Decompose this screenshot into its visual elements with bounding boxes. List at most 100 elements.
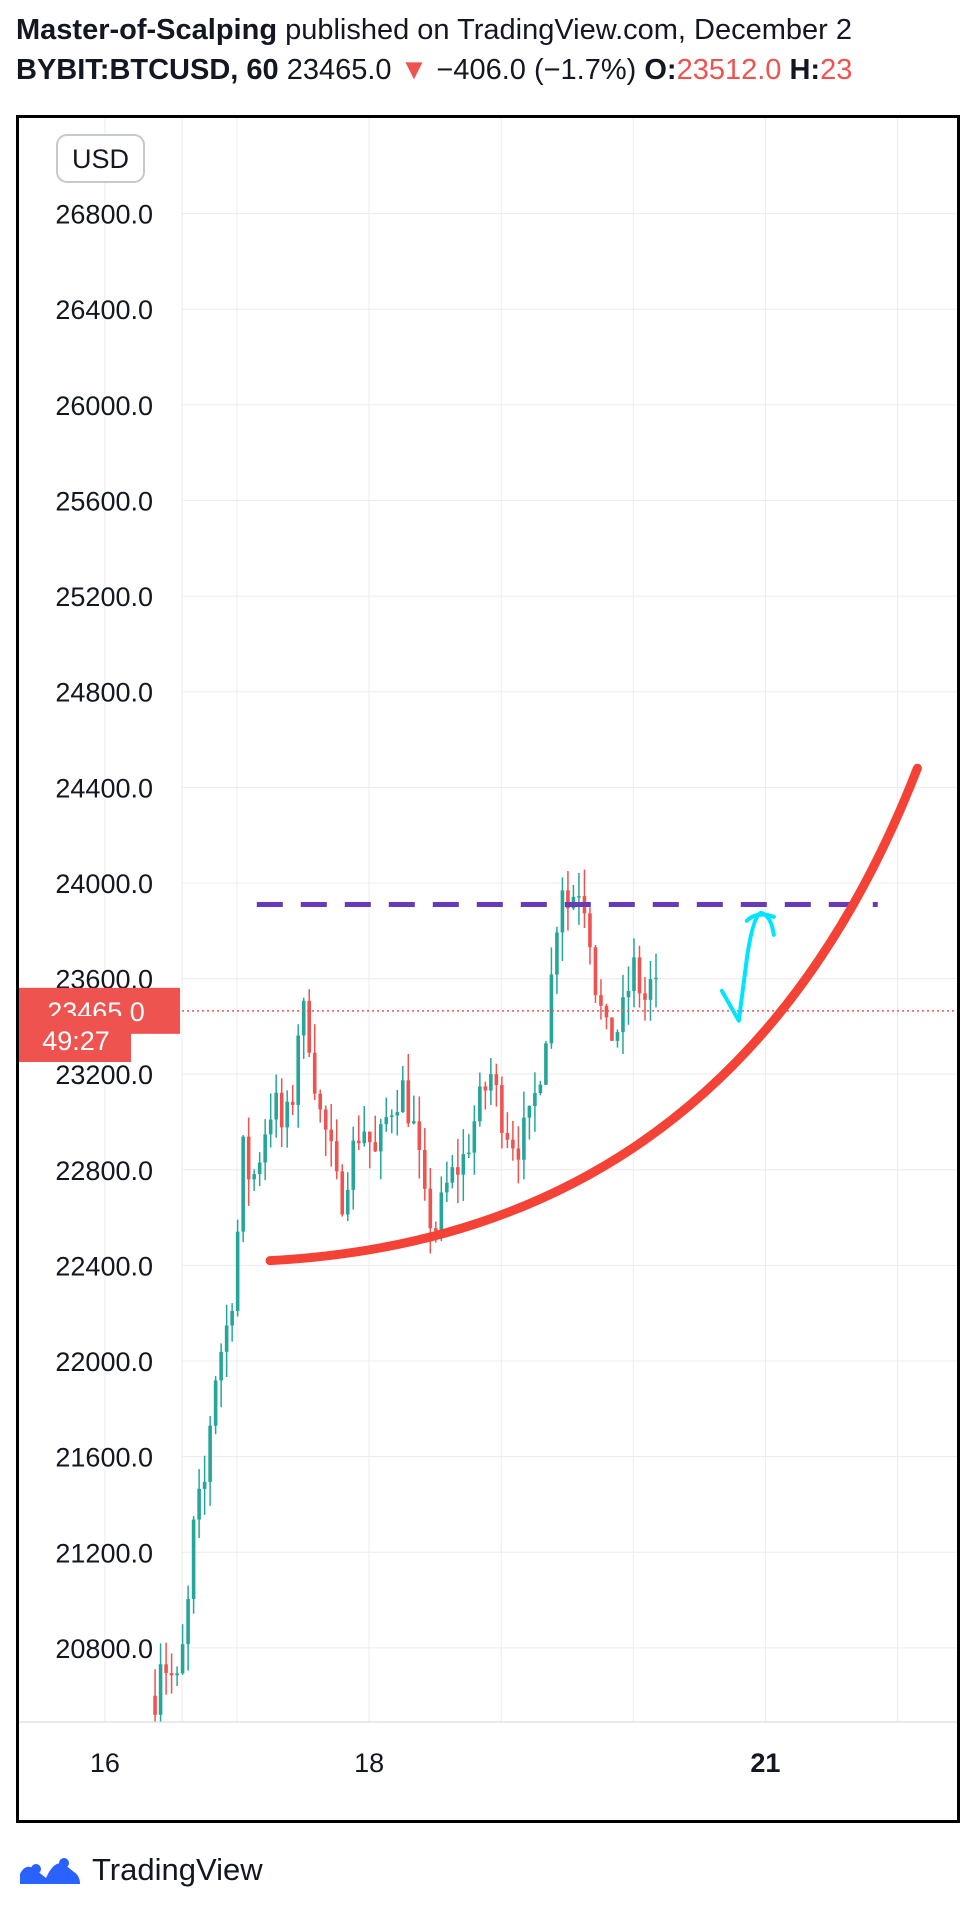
candle <box>489 1058 493 1106</box>
y-tick-label: 23200.0 <box>55 1060 153 1090</box>
candle <box>593 944 598 1003</box>
open-value: 23512.0 <box>676 54 782 86</box>
candle <box>312 1024 317 1101</box>
candle-body <box>263 1134 267 1163</box>
candle <box>604 1003 609 1030</box>
candle <box>494 1063 499 1107</box>
candle-body <box>472 1121 477 1153</box>
candle <box>318 1089 323 1123</box>
candle-body <box>329 1129 334 1142</box>
candle <box>626 966 631 1025</box>
candle-body <box>252 1174 256 1180</box>
candle-body <box>511 1139 515 1149</box>
candle-body <box>318 1093 323 1110</box>
y-tick-label: 26000.0 <box>55 391 153 421</box>
candle <box>257 1152 262 1187</box>
grid-lines <box>104 118 957 1722</box>
candle <box>373 1115 378 1153</box>
candle <box>461 1129 466 1202</box>
candle <box>643 977 647 1021</box>
candle <box>549 947 554 1049</box>
candle <box>406 1053 411 1128</box>
candle <box>483 1081 488 1110</box>
candle <box>345 1172 350 1222</box>
candle-body <box>417 1121 422 1151</box>
candle-body <box>577 896 581 898</box>
candle <box>175 1666 179 1687</box>
high-label: H: <box>789 54 821 86</box>
candle <box>334 1119 339 1180</box>
candle <box>367 1131 372 1169</box>
candle <box>208 1416 212 1506</box>
rising-trend-curve <box>265 763 922 1266</box>
candle-body <box>186 1599 190 1645</box>
candle-body <box>362 1131 367 1144</box>
footer: TradingView <box>16 1845 263 1895</box>
candle-body <box>191 1519 196 1600</box>
candle-body <box>384 1117 389 1125</box>
candle-body <box>527 1106 532 1118</box>
candle <box>378 1118 383 1180</box>
candle <box>527 1105 532 1140</box>
candle <box>241 1135 245 1243</box>
candle-body <box>643 993 647 1000</box>
candle-body <box>478 1086 482 1122</box>
y-tick-label: 21600.0 <box>55 1443 153 1473</box>
candle <box>648 960 653 1021</box>
candle <box>169 1653 174 1694</box>
candle <box>632 938 636 1008</box>
y-tick-label: 20800.0 <box>55 1634 153 1664</box>
currency-badge[interactable]: USD <box>56 134 145 183</box>
candle <box>323 1105 328 1157</box>
candle <box>400 1066 405 1113</box>
symbol-line: BYBIT:BTCUSD, 60 23465.0 ▼ −406.0 (−1.7%… <box>16 50 966 90</box>
candle <box>307 989 312 1058</box>
candle <box>610 1017 614 1042</box>
candle <box>505 1112 510 1149</box>
candle <box>356 1115 361 1151</box>
candle-body <box>208 1425 212 1482</box>
currency-badge-label: USD <box>72 144 129 174</box>
candle-body <box>450 1167 455 1183</box>
y-tick-label: 26800.0 <box>55 200 153 230</box>
candle <box>197 1469 201 1539</box>
drawing-annotations <box>182 763 957 1266</box>
candle-body <box>406 1080 411 1124</box>
candle <box>511 1120 515 1161</box>
candle <box>566 871 570 931</box>
author-name[interactable]: Master-of-Scalping <box>16 14 278 46</box>
candle-body <box>257 1162 262 1175</box>
candle-body <box>164 1664 168 1674</box>
candle-body <box>197 1488 201 1520</box>
candle-body <box>351 1140 356 1190</box>
candle <box>186 1585 190 1671</box>
candle-body <box>549 974 554 1044</box>
candle-body <box>395 1112 400 1116</box>
candle <box>164 1642 168 1695</box>
candle <box>285 1090 289 1148</box>
candle <box>389 1109 394 1134</box>
candle-body <box>400 1080 405 1113</box>
candle-body <box>274 1092 278 1120</box>
candle-body <box>219 1351 223 1381</box>
y-tick-label: 24400.0 <box>55 773 153 803</box>
candle-body <box>538 1084 543 1094</box>
candle-body <box>345 1189 350 1215</box>
candle <box>478 1072 482 1127</box>
open-label: O: <box>644 54 677 86</box>
price-change: −406.0 (−1.7%) <box>436 54 637 86</box>
candle-body <box>544 1043 548 1085</box>
candle-body <box>158 1664 163 1715</box>
candlestick-series <box>153 869 658 1722</box>
candle-body <box>593 947 598 996</box>
candle-body <box>483 1086 488 1091</box>
candle-body <box>604 1005 609 1018</box>
x-tick-label: 18 <box>354 1748 384 1778</box>
candle-body <box>654 977 658 980</box>
candle-body <box>533 1093 537 1107</box>
candle-body <box>461 1154 466 1175</box>
footer-brand[interactable]: TradingView <box>92 1852 263 1887</box>
candle-body <box>279 1092 284 1128</box>
candle <box>252 1169 256 1191</box>
